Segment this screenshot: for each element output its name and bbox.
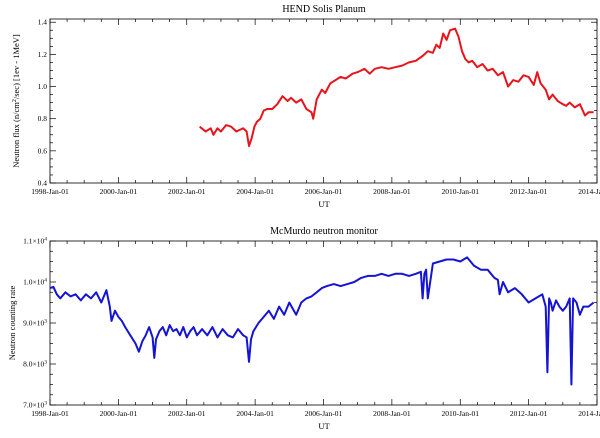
chart-title-hend: HEND Solis Planum bbox=[282, 4, 366, 15]
y-tick-label: 0.4 bbox=[38, 179, 48, 188]
chart-panel-hend: HEND Solis Planum 1998-Jan-01 2000-Jan-01… bbox=[11, 4, 600, 209]
plot-frame-mcmurdo bbox=[49, 240, 598, 406]
x-tick-label: 2000-Jan-01 bbox=[100, 187, 138, 196]
y-axis-label-hend-suffix: /sec) [1ev - 1MeV] bbox=[11, 34, 21, 99]
x-tick-label: 2000-Jan-01 bbox=[100, 409, 138, 418]
x-tick-label: 2008-Jan-01 bbox=[373, 187, 411, 196]
x-tick-label: 2014-Jan-01 bbox=[578, 187, 600, 196]
series-line-hend-flux bbox=[199, 27, 594, 147]
y-axis-mcmurdo: 7.0×103 8.0×103 9.0×103 1.0×104 1.1×104 bbox=[23, 237, 597, 410]
x-tick-label: 2006-Jan-01 bbox=[305, 187, 343, 196]
x-tick-label: 1998-Jan-01 bbox=[31, 187, 69, 196]
y-tick-label: 0.8 bbox=[38, 114, 48, 123]
x-tick-label: 2014-Jan-01 bbox=[578, 409, 600, 418]
x-tick-label: 2012-Jan-01 bbox=[510, 187, 548, 196]
x-tick-label: 2002-Jan-01 bbox=[168, 187, 206, 196]
y-tick-label: 1.0×104 bbox=[23, 278, 47, 287]
y-tick-label: 1.1×104 bbox=[23, 237, 47, 246]
y-tick-label: 0.6 bbox=[38, 146, 48, 155]
y-axis-label-hend-sup: 2 bbox=[12, 99, 18, 102]
x-tick-label: 2002-Jan-01 bbox=[168, 409, 206, 418]
x-tick-label: 2010-Jan-01 bbox=[442, 187, 480, 196]
y-axis-label-hend: Neutron flux (n/cm2/sec) [1ev - 1MeV] bbox=[11, 34, 21, 168]
y-axis-hend: 0.4 0.6 0.8 1.0 1.2 1.4 bbox=[38, 18, 597, 188]
y-tick-label: 8.0×103 bbox=[23, 360, 47, 369]
x-tick-label: 1998-Jan-01 bbox=[31, 409, 69, 418]
y-tick-label: 1.4 bbox=[38, 18, 48, 27]
y-tick-label: 7.0×103 bbox=[23, 401, 47, 410]
x-tick-label: 2004-Jan-01 bbox=[236, 409, 274, 418]
x-tick-label: 2006-Jan-01 bbox=[305, 409, 343, 418]
y-axis-label-hend-prefix: Neutron flux (n/cm bbox=[11, 102, 21, 168]
x-tick-label: 2010-Jan-01 bbox=[442, 409, 480, 418]
x-axis-label-mcmurdo: UT bbox=[318, 421, 330, 431]
x-axis-label-hend: UT bbox=[318, 199, 330, 209]
x-tick-label: 2012-Jan-01 bbox=[510, 409, 548, 418]
x-tick-label: 2004-Jan-01 bbox=[236, 187, 274, 196]
y-tick-label: 9.0×103 bbox=[23, 319, 47, 328]
x-axis-hend: 1998-Jan-01 2000-Jan-01 2002-Jan-01 2004-Ja… bbox=[31, 19, 600, 196]
y-tick-label: 1.2 bbox=[38, 50, 48, 59]
y-axis-label-mcmurdo: Neutron counting rate bbox=[7, 285, 17, 360]
x-axis-mcmurdo: 1998-Jan-01 2000-Jan-01 2002-Jan-01 2004-Ja… bbox=[31, 241, 600, 418]
y-tick-label: 1.0 bbox=[38, 82, 48, 91]
chart-title-mcmurdo: McMurdo neutron monitor bbox=[270, 226, 378, 237]
x-tick-label: 2008-Jan-01 bbox=[373, 409, 411, 418]
chart-panel-mcmurdo: McMurdo neutron monitor 1998-Jan-01 2000-… bbox=[7, 226, 600, 431]
plot-frame-hend bbox=[49, 18, 598, 184]
series-line-mcmurdo-rate bbox=[49, 256, 595, 386]
